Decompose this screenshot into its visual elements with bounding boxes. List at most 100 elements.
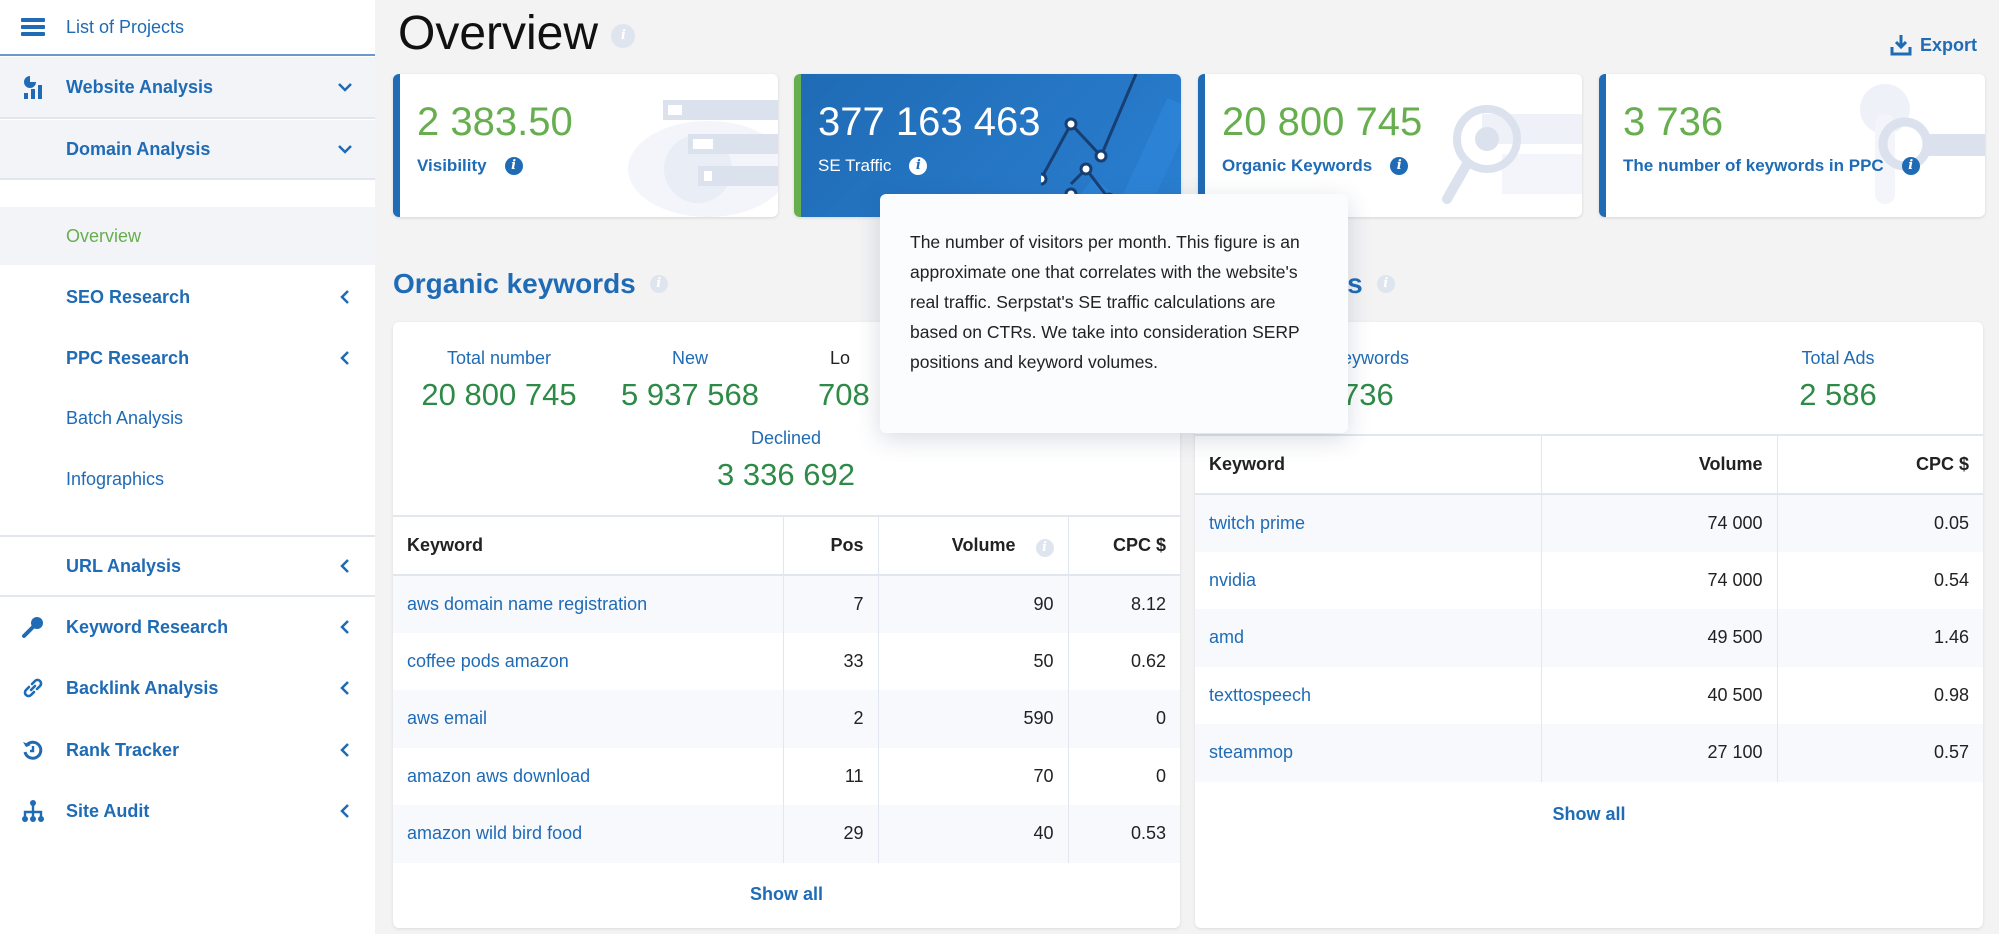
info-icon[interactable]: i: [1901, 157, 1920, 175]
card-label: Visibility i: [417, 156, 523, 176]
column-header-label: Volume: [951, 534, 1016, 555]
table-cell: 0: [1155, 765, 1166, 786]
column-header-cpc[interactable]: CPC $: [1777, 434, 1983, 495]
stat-value: 3 336 692: [717, 457, 855, 492]
sidebar-item-label: SEO Research: [66, 286, 191, 307]
sidebar-item-label: Infographics: [66, 468, 165, 489]
sidebar-item-keyword-research[interactable]: Keyword Research: [0, 604, 375, 650]
keyword-link[interactable]: nvidia: [1195, 551, 1542, 609]
info-icon[interactable]: i: [1390, 157, 1409, 175]
table-cell: 74 000: [1541, 551, 1778, 609]
table-cell: 50: [878, 632, 1069, 690]
chevron-left-icon: [340, 804, 349, 818]
stat-total: Total number 20 800 745: [399, 348, 599, 413]
sidebar-item-overview[interactable]: Overview: [0, 207, 375, 265]
keys-icon: [1860, 84, 1985, 204]
keyword-link[interactable]: texttospeech: [1195, 666, 1542, 724]
column-header-volume[interactable]: Volume: [1541, 434, 1778, 495]
se-traffic-tooltip: The number of visitors per month. This f…: [880, 194, 1348, 433]
keyword-link[interactable]: steammop: [1195, 724, 1542, 782]
card-label-text: The number of keywords in PPC: [1623, 156, 1884, 175]
card-label-text: Organic Keywords: [1222, 156, 1373, 175]
sidebar-item-rank-tracker[interactable]: Rank Tracker: [0, 727, 375, 773]
table-row: amazon aws download 11 70 0: [393, 747, 1180, 805]
tooltip-text: The number of visitors per month. This f…: [910, 232, 1300, 372]
keyword-link[interactable]: aws domain name registration: [393, 575, 784, 633]
table-cell: 40 500: [1541, 666, 1778, 724]
organic-keywords-table: Keyword Pos Volume i CPC $ aws domain na…: [393, 515, 1180, 863]
info-icon[interactable]: i: [504, 157, 523, 175]
sidebar-item-label: Website Analysis: [66, 76, 214, 97]
card-label-text: SE Traffic: [818, 156, 892, 175]
keyword-link[interactable]: amd: [1195, 609, 1542, 667]
info-icon[interactable]: i: [611, 24, 636, 49]
stat-value: 20 800 745: [421, 377, 577, 412]
sidebar-item-domain-analysis[interactable]: Domain Analysis: [0, 120, 375, 180]
search-key-icon: [1442, 105, 1582, 204]
export-button[interactable]: Export: [1890, 34, 1977, 56]
info-icon[interactable]: i: [649, 275, 668, 293]
sidebar-item-label: Overview: [66, 225, 142, 246]
stat-label: Declined: [750, 428, 822, 448]
card-label: SE Traffic i: [818, 156, 928, 176]
chevron-left-icon: [340, 290, 349, 304]
info-icon[interactable]: i: [909, 157, 928, 175]
stat-label: New: [671, 348, 708, 368]
info-icon[interactable]: i: [1035, 538, 1054, 557]
table-cell: 0.98: [1933, 684, 1969, 705]
table-row: nvidia 74 000 0.54: [1195, 551, 1983, 609]
keyword-link[interactable]: aws email: [393, 690, 784, 748]
info-icon[interactable]: i: [1376, 275, 1395, 293]
sidebar: List of Projects Website Analysis Domain…: [0, 0, 375, 934]
stat-declined: Declined 3 336 692: [686, 428, 886, 493]
ppc-keywords-card: 3 736 The number of keywords in PPC i: [1599, 74, 1985, 217]
table-cell: 590: [878, 690, 1069, 748]
download-icon: [1890, 35, 1912, 56]
card-value: 2 383.50: [417, 100, 573, 144]
sidebar-item-infographics[interactable]: Infographics: [0, 456, 375, 502]
table-cell: 70: [878, 747, 1069, 805]
sidebar-item-website-analysis[interactable]: Website Analysis: [0, 57, 375, 119]
card-value: 377 163 463: [818, 100, 1041, 144]
keyword-link[interactable]: twitch prime: [1195, 494, 1542, 552]
sidebar-item-label: Rank Tracker: [66, 739, 180, 760]
column-header-cpc[interactable]: CPC $: [1068, 515, 1180, 576]
stat-value: 5 937 568: [621, 377, 759, 412]
show-all-link[interactable]: Show all: [749, 884, 823, 904]
table-row: aws domain name registration 7 90 8.12: [393, 575, 1180, 633]
table-cell: 0.05: [1777, 494, 1983, 552]
table-cell: 40: [878, 805, 1069, 863]
sidebar-item-label: Backlink Analysis: [66, 677, 219, 698]
sidebar-item-ppc-research[interactable]: PPC Research: [0, 335, 375, 381]
card-value: 3 736: [1623, 100, 1724, 144]
keyword-link[interactable]: amazon wild bird food: [393, 805, 784, 863]
sidebar-item-site-audit[interactable]: Site Audit: [0, 788, 375, 834]
table-row: texttospeech 40 500 0.98: [1195, 666, 1983, 724]
keyword-link[interactable]: coffee pods amazon: [393, 632, 784, 690]
column-header-keyword[interactable]: Keyword: [393, 515, 784, 576]
sitemap-icon: [20, 798, 46, 824]
sidebar-item-label: Site Audit: [66, 800, 150, 821]
sidebar-item-seo-research[interactable]: SEO Research: [0, 274, 375, 320]
column-header-pos[interactable]: Pos: [783, 515, 879, 576]
column-header-volume[interactable]: Volume i: [878, 515, 1069, 576]
visibility-card: 2 383.50 Visibility i: [393, 74, 778, 217]
keyword-link[interactable]: amazon aws download: [393, 747, 784, 805]
column-header-keyword[interactable]: Keyword: [1195, 434, 1542, 495]
chevron-left-icon: [340, 351, 349, 365]
sidebar-item-url-analysis[interactable]: URL Analysis: [0, 535, 375, 597]
show-all-link[interactable]: Show all: [1552, 804, 1626, 824]
sidebar-item-backlink-analysis[interactable]: Backlink Analysis: [0, 665, 375, 711]
table-cell: 2: [783, 690, 879, 748]
export-label: Export: [1920, 34, 1978, 55]
stat-value: 708: [818, 377, 870, 412]
stat-new: New 5 937 568: [590, 348, 790, 413]
organic-section-title: Organic keywords i: [393, 268, 668, 300]
card-value: 20 800 745: [1222, 100, 1423, 144]
sidebar-item-batch-analysis[interactable]: Batch Analysis: [0, 395, 375, 441]
menu-icon: [20, 14, 46, 40]
sidebar-item-list-of-projects[interactable]: List of Projects: [0, 0, 375, 56]
eye-icon: [628, 100, 778, 217]
table-cell: 11: [783, 747, 879, 805]
chevron-down-icon: [338, 145, 352, 154]
